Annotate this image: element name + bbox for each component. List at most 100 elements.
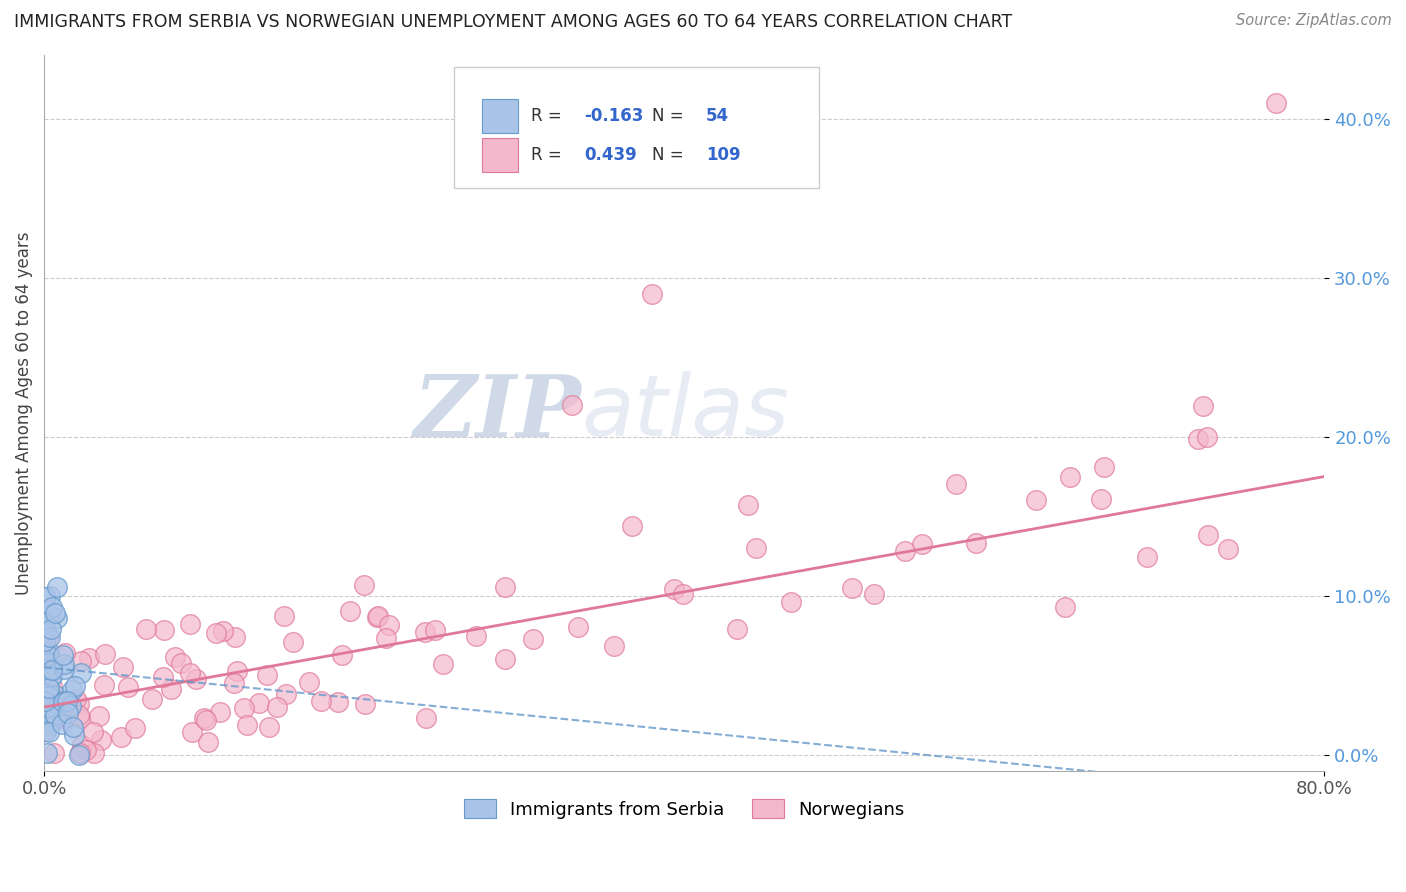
Point — [45, 580, 67, 594]
Point — [225, 664, 247, 678]
Point — [69, 711, 91, 725]
Point — [124, 721, 146, 735]
Point — [354, 697, 377, 711]
Point — [415, 625, 437, 640]
Point — [367, 608, 389, 623]
Point — [67, 747, 90, 762]
Point — [945, 477, 967, 491]
Point — [39, 622, 62, 636]
Point — [165, 650, 187, 665]
Point — [1195, 430, 1218, 444]
Point — [298, 675, 321, 690]
Point — [60, 683, 83, 698]
Point — [181, 724, 204, 739]
Point — [1265, 95, 1288, 110]
Point — [1136, 550, 1159, 565]
Point — [37, 630, 59, 644]
Point — [737, 498, 759, 512]
Point — [39, 589, 62, 603]
Point — [193, 711, 215, 725]
Point — [52, 662, 75, 676]
Point — [44, 708, 66, 723]
Point — [56, 693, 79, 707]
Text: Source: ZipAtlas.com: Source: ZipAtlas.com — [1236, 13, 1392, 29]
Point — [1090, 492, 1112, 507]
Point — [39, 709, 62, 723]
Point — [266, 700, 288, 714]
FancyBboxPatch shape — [454, 67, 818, 187]
Point — [911, 537, 934, 551]
Point — [1059, 470, 1081, 484]
Point — [94, 647, 117, 661]
Text: 54: 54 — [706, 107, 730, 125]
Point — [672, 587, 695, 601]
Point — [170, 656, 193, 670]
Point — [38, 645, 60, 659]
Point — [38, 608, 60, 623]
Point — [662, 582, 685, 597]
Point — [34, 624, 56, 639]
Point — [44, 606, 66, 620]
Point — [378, 618, 401, 632]
Point — [38, 689, 60, 703]
Point — [93, 678, 115, 692]
Text: atlas: atlas — [582, 371, 790, 454]
Point — [37, 648, 59, 662]
Point — [153, 623, 176, 637]
Point — [90, 733, 112, 747]
Point — [44, 746, 66, 760]
Text: 0.439: 0.439 — [585, 146, 637, 164]
Text: N =: N = — [652, 107, 689, 125]
Point — [63, 728, 86, 742]
Point — [35, 698, 58, 713]
Point — [247, 697, 270, 711]
Point — [38, 724, 60, 739]
Point — [1053, 600, 1076, 615]
Point — [965, 536, 987, 550]
Point — [41, 679, 63, 693]
Point — [641, 286, 664, 301]
Point — [70, 654, 93, 668]
Point — [67, 697, 90, 711]
Point — [415, 711, 437, 725]
Point — [117, 680, 139, 694]
Point — [35, 724, 58, 739]
Point — [494, 580, 516, 594]
Point — [34, 694, 56, 708]
Point — [79, 650, 101, 665]
Point — [37, 655, 59, 669]
Point — [37, 700, 59, 714]
Point — [35, 723, 58, 738]
Point — [38, 630, 60, 644]
Point — [276, 687, 298, 701]
Point — [224, 630, 246, 644]
Point — [326, 694, 349, 708]
Point — [366, 610, 388, 624]
Point — [52, 657, 75, 671]
Point — [41, 663, 63, 677]
Point — [70, 738, 93, 752]
Point — [35, 693, 58, 707]
Point — [53, 694, 76, 708]
Point — [135, 622, 157, 636]
Point — [75, 743, 97, 757]
Point — [194, 713, 217, 727]
Point — [235, 717, 257, 731]
Point — [34, 615, 56, 630]
Point — [179, 616, 201, 631]
Point — [432, 657, 454, 672]
Point — [1192, 399, 1215, 413]
Point — [152, 670, 174, 684]
Point — [330, 648, 353, 663]
Point — [353, 577, 375, 591]
Point — [725, 622, 748, 636]
Point — [44, 688, 66, 702]
Point — [35, 663, 58, 677]
Point — [41, 669, 63, 683]
Point — [56, 706, 79, 720]
Point — [257, 720, 280, 734]
Point — [212, 624, 235, 638]
Point — [82, 724, 104, 739]
Point — [69, 746, 91, 760]
Point — [841, 581, 863, 595]
